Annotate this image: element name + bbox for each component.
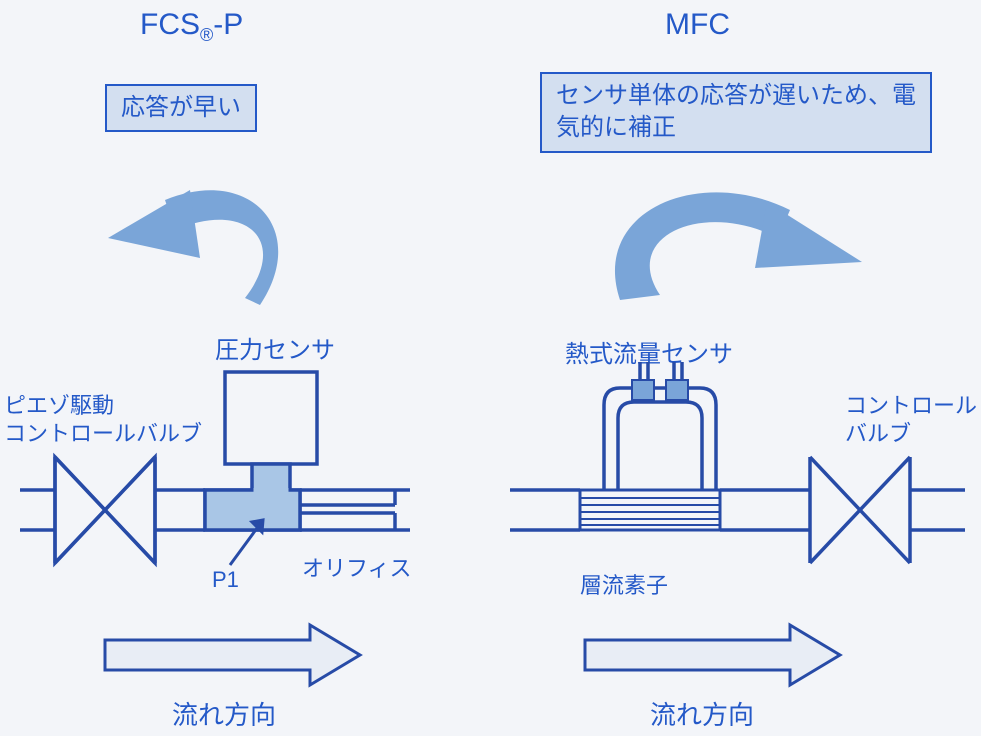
- left-feedback-arrow-icon: [108, 190, 278, 305]
- left-tee-neck: [252, 464, 290, 492]
- diagram-svg: [0, 0, 981, 736]
- right-feedback-arrow-icon: [615, 192, 862, 300]
- right-laminar-element-icon: [580, 490, 720, 530]
- right-thermal-sensor-icon: [604, 362, 716, 490]
- left-flow-arrow-icon: [105, 625, 360, 685]
- right-control-valve-icon: [810, 457, 910, 563]
- right-flow-arrow-icon: [585, 625, 840, 685]
- left-tee-join-cover: [254, 488, 289, 494]
- right-pipe: [510, 490, 965, 530]
- left-pressure-sensor-box: [225, 372, 317, 464]
